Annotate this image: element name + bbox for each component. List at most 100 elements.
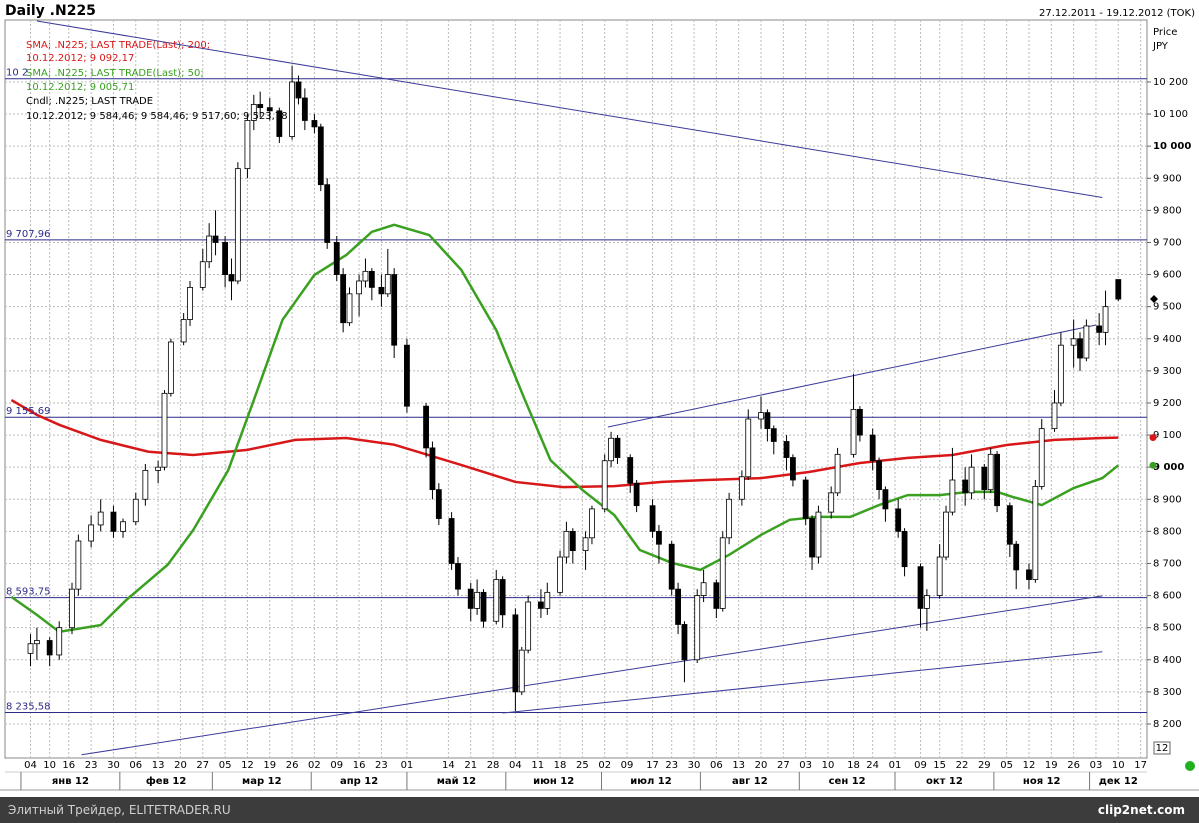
- x-tick-label: 19: [263, 760, 276, 771]
- x-tick-label: 20: [174, 760, 187, 771]
- month-label: авг 12: [732, 776, 768, 787]
- x-tick-label: 21: [464, 760, 477, 771]
- x-tick-label: 18: [847, 760, 860, 771]
- level-label: 8 235,58: [6, 702, 51, 713]
- candle-body: [901, 530, 908, 568]
- y-axis-unit: JPY: [1152, 41, 1169, 52]
- x-tick-label: 02: [598, 760, 611, 771]
- candle-body: [589, 508, 595, 539]
- month-label: фев 12: [146, 775, 186, 787]
- month-label: май 12: [437, 776, 476, 787]
- candle-body: [448, 518, 455, 564]
- candle-body: [368, 270, 375, 288]
- candle-body: [467, 588, 474, 609]
- candle-body: [700, 582, 707, 596]
- candle-body: [384, 274, 391, 295]
- x-tick-label: 16: [353, 760, 366, 771]
- candle-body: [1083, 325, 1090, 359]
- candle-body: [132, 498, 139, 523]
- last-value-marker: [1149, 461, 1157, 469]
- chart: 8 200 8 300 8 400 8 500 8 600 8 700 8 800 8 900…: [0, 3, 1199, 791]
- x-tick-label: 17: [646, 760, 659, 771]
- x-tick-label: 01: [401, 760, 414, 771]
- candle-body: [1115, 279, 1122, 300]
- chart-title: Daily .N225: [5, 3, 96, 19]
- x-tick-label: 23: [85, 760, 98, 771]
- candle-body: [56, 627, 63, 656]
- candle-body: [493, 579, 500, 622]
- candle-body: [962, 479, 969, 494]
- candle-body: [97, 511, 104, 526]
- candle-body: [378, 287, 385, 295]
- trendline: [607, 324, 1097, 428]
- candle-body: [518, 649, 525, 693]
- x-tick-label: 26: [286, 760, 299, 771]
- x-tick-label: 30: [688, 760, 701, 771]
- candle-body: [614, 437, 621, 458]
- candle-body: [876, 460, 882, 491]
- x-tick-label: 03: [799, 760, 812, 771]
- x-tick-label: 19: [1045, 760, 1058, 771]
- y-tick-label: 10 000: [1153, 141, 1191, 152]
- y-tick-label: 10 200: [1153, 77, 1188, 88]
- candle-body: [713, 582, 720, 609]
- trendline: [36, 20, 1103, 199]
- trendline: [502, 651, 1103, 714]
- candle-body: [333, 242, 340, 275]
- candle-body: [738, 476, 745, 500]
- candle-body: [857, 408, 863, 436]
- page-marker: 12: [1156, 743, 1169, 754]
- legend-info: 10.12.2012; 9 584,46; 9 584,46; 9 517,60…: [26, 111, 288, 122]
- trendline: [81, 595, 1103, 756]
- candle-body: [180, 319, 187, 343]
- candle-body: [244, 120, 251, 170]
- level-label: 10 2: [6, 68, 28, 79]
- candle-body: [423, 405, 429, 449]
- candle-body: [582, 537, 589, 552]
- y-tick-label: 9 200: [1153, 398, 1182, 409]
- candle-body: [1032, 486, 1039, 580]
- x-tick-label: 12: [1023, 760, 1036, 771]
- candle-body: [544, 591, 551, 609]
- x-tick-label: 23: [375, 760, 388, 771]
- x-tick-label: 22: [956, 760, 969, 771]
- candle-body: [1102, 306, 1109, 333]
- candle-body: [1038, 428, 1045, 487]
- candle-body: [563, 530, 570, 558]
- x-tick-label: 30: [107, 760, 120, 771]
- y-tick-label: 9 000: [1153, 462, 1184, 473]
- candle-body: [790, 457, 796, 481]
- x-tick-label: 24: [866, 760, 879, 771]
- candle-body: [668, 543, 675, 590]
- candle-body: [1070, 338, 1077, 346]
- y-tick-label: 8 500: [1153, 623, 1182, 634]
- candle-body: [1096, 325, 1103, 333]
- candle-body: [726, 498, 733, 539]
- x-tick-label: 01: [889, 760, 902, 771]
- y-tick-label: 9 500: [1153, 302, 1182, 313]
- y-tick-label: 8 700: [1153, 558, 1182, 569]
- candle-body: [675, 588, 681, 625]
- candle-body: [895, 508, 902, 532]
- candle-body: [656, 530, 662, 545]
- candle-body: [815, 511, 822, 558]
- y-tick-label: 9 600: [1153, 270, 1182, 281]
- candle-body: [1013, 543, 1020, 571]
- candle-body: [869, 434, 876, 462]
- y-tick-label: 9 700: [1153, 237, 1182, 248]
- x-tick-label: 09: [914, 760, 927, 771]
- y-tick-label: 9 100: [1153, 430, 1182, 441]
- candle-body: [828, 492, 835, 513]
- candle-body: [391, 274, 398, 346]
- candle-body: [199, 261, 206, 288]
- candle-body: [474, 591, 481, 609]
- marks: [5, 20, 1147, 756]
- last-value-marker: [1149, 434, 1157, 442]
- x-tick-label: 13: [732, 760, 745, 771]
- candle-body: [167, 341, 174, 394]
- candle-body: [142, 469, 149, 500]
- candle-body: [981, 466, 988, 491]
- x-tick-label: 10: [822, 760, 835, 771]
- candle-body: [968, 466, 975, 494]
